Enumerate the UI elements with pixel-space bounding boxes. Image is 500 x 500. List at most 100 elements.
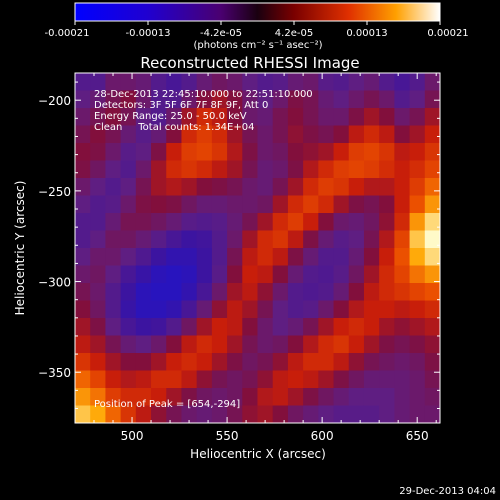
- heatmap-cell: [196, 125, 213, 144]
- colorbar-tick-label: -0.00021: [45, 28, 90, 39]
- heatmap-cell: [151, 265, 167, 284]
- heatmap-cell: [363, 335, 380, 354]
- heatmap-cell: [75, 370, 91, 389]
- heatmap-cell: [257, 370, 274, 389]
- heatmap-cell: [394, 143, 411, 162]
- heatmap-cell: [151, 178, 167, 197]
- heatmap-cell: [409, 195, 426, 214]
- footer-timestamp: 29-Dec-2013 04:04: [399, 486, 496, 497]
- heatmap-cell: [120, 195, 137, 214]
- heatmap-cell: [379, 178, 395, 197]
- heatmap-cell: [90, 283, 107, 302]
- y-tick-label: −350: [38, 366, 71, 380]
- heatmap-cell: [181, 335, 198, 354]
- colorbar-ticks: -0.00021 -0.00013 -4.2e-05 4.2e-05 0.00013 0.…: [45, 21, 469, 39]
- heatmap-cell: [211, 335, 228, 354]
- heatmap-cell: [242, 248, 259, 267]
- heatmap-cell: [303, 178, 319, 197]
- heatmap-cell: [211, 90, 228, 109]
- heatmap-cell: [394, 90, 411, 109]
- heatmap-cell: [379, 335, 395, 354]
- heatmap-cell: [120, 90, 137, 109]
- heatmap-cell: [409, 73, 426, 92]
- heatmap-cell: [75, 108, 91, 127]
- y-tick-label: −250: [38, 185, 71, 199]
- heatmap-cell: [242, 143, 259, 162]
- heatmap-cell: [227, 125, 243, 144]
- heatmap-cell: [409, 160, 426, 179]
- heatmap-cell: [90, 353, 107, 372]
- heatmap-cell: [151, 160, 167, 179]
- heatmap-cell: [303, 213, 319, 232]
- heatmap-image: [75, 73, 440, 423]
- heatmap-cell: [363, 195, 380, 214]
- heatmap-cell: [348, 125, 365, 144]
- heatmap-cell: [166, 90, 183, 109]
- heatmap-cell: [287, 388, 304, 407]
- heatmap-cell: [90, 178, 107, 197]
- heatmap-cell: [151, 300, 167, 319]
- heatmap-cell: [303, 283, 319, 302]
- heatmap-cell: [257, 125, 274, 144]
- heatmap-cell: [75, 405, 91, 423]
- heatmap-cell: [196, 265, 213, 284]
- heatmap-cell: [105, 108, 122, 127]
- heatmap-cell: [242, 335, 259, 354]
- heatmap-cell: [181, 388, 198, 407]
- heatmap-cell: [379, 265, 395, 284]
- heatmap-cell: [90, 248, 107, 267]
- heatmap-cell: [272, 213, 289, 232]
- heatmap-cell: [348, 73, 365, 92]
- heatmap-cell: [394, 178, 411, 197]
- heatmap-cell: [303, 108, 319, 127]
- heatmap-cell: [120, 388, 137, 407]
- heatmap-cell: [135, 248, 152, 267]
- heatmap-cell: [227, 353, 243, 372]
- heatmap-cell: [303, 90, 319, 109]
- heatmap-cell: [272, 405, 289, 423]
- heatmap-cell: [424, 265, 440, 284]
- heatmap-cell: [105, 178, 122, 197]
- heatmap-cell: [242, 178, 259, 197]
- heatmap-cell: [348, 248, 365, 267]
- heatmap-cell: [90, 300, 107, 319]
- heatmap-cell: [348, 90, 365, 109]
- heatmap-cell: [363, 108, 380, 127]
- heatmap-cell: [394, 73, 411, 92]
- heatmap-cell: [318, 335, 335, 354]
- heatmap-cell: [424, 335, 440, 354]
- heatmap-cell: [424, 388, 440, 407]
- heatmap-cell: [303, 300, 319, 319]
- heatmap-cell: [318, 90, 335, 109]
- colorbar-tick-label: 0.00021: [427, 28, 468, 39]
- heatmap-cell: [348, 353, 365, 372]
- heatmap-cell: [75, 178, 91, 197]
- heatmap-cell: [181, 353, 198, 372]
- colorbar-tick-label: 0.00013: [346, 28, 387, 39]
- heatmap-cell: [257, 108, 274, 127]
- heatmap-cell: [424, 160, 440, 179]
- heatmap-cell: [227, 335, 243, 354]
- heatmap-cell: [303, 388, 319, 407]
- heatmap-cell: [409, 300, 426, 319]
- heatmap-cell: [272, 195, 289, 214]
- heatmap-cell: [196, 318, 213, 337]
- heatmap-cell: [166, 300, 183, 319]
- annotation-clean-counts: Clean Total counts: 1.34E+04: [94, 122, 254, 133]
- heatmap-cell: [227, 370, 243, 389]
- heatmap-cell: [333, 73, 350, 92]
- heatmap-cell: [105, 318, 122, 337]
- heatmap-cell: [227, 178, 243, 197]
- heatmap-cell: [90, 195, 107, 214]
- heatmap-cell: [90, 230, 107, 249]
- heatmap-cell: [333, 353, 350, 372]
- heatmap-cell: [105, 300, 122, 319]
- heatmap-cell: [424, 300, 440, 319]
- heatmap-cell: [303, 143, 319, 162]
- heatmap-cell: [135, 388, 152, 407]
- heatmap-cell: [363, 178, 380, 197]
- heatmap-cell: [242, 230, 259, 249]
- heatmap-cell: [211, 370, 228, 389]
- heatmap-cell: [196, 353, 213, 372]
- heatmap-cell: [257, 265, 274, 284]
